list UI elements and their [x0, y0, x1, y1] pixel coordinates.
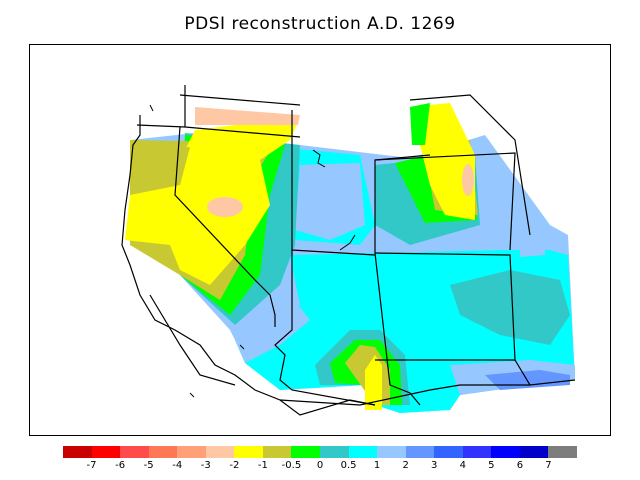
map-frame: [29, 44, 611, 436]
legend-tick-label: 1: [373, 460, 381, 471]
legend-tick-label: -4: [172, 460, 183, 471]
legend-swatch: [491, 446, 521, 458]
region-peach-ne: [462, 164, 474, 196]
color-legend: [63, 446, 578, 458]
legend-swatch: [462, 446, 492, 458]
pdsi-contour-fill: [125, 103, 575, 413]
region-peach-west: [195, 107, 300, 125]
coastline: [121, 115, 376, 416]
nevada-border: [174, 126, 276, 327]
legend-swatch: [91, 446, 121, 458]
legend-tick-label: -0.5: [281, 460, 302, 471]
region-lightblue-center: [295, 163, 365, 240]
legend-swatch: [434, 446, 464, 458]
canada-border: [179, 94, 301, 106]
island-1: [149, 104, 154, 112]
legend-tick-label: 0.5: [340, 460, 357, 471]
region-teal-east: [450, 270, 570, 345]
mexico-border: [279, 384, 530, 406]
legend-swatch: [291, 446, 321, 458]
legend-swatch: [63, 446, 93, 458]
region-olive-oregon: [130, 147, 190, 195]
legend-tick-label: 7: [545, 460, 552, 471]
arizona-border: [274, 250, 376, 406]
legend-tick-label: 2: [402, 460, 409, 471]
region-lightblue-sw: [235, 295, 310, 363]
lakes: [149, 104, 356, 398]
lake-powell: [339, 234, 356, 251]
legend-swatch: [548, 446, 578, 458]
legend-tick-label: 5: [488, 460, 495, 471]
legend-swatch: [148, 446, 178, 458]
new-mexico-border: [374, 252, 421, 406]
legend-swatch: [120, 446, 150, 458]
legend-tick-label: -2: [229, 460, 240, 471]
baja-coast: [149, 294, 236, 386]
legend-tick-label: 0: [316, 460, 324, 471]
legend-swatch: [234, 446, 264, 458]
legend-tick-label: 6: [516, 460, 524, 471]
colorado-border: [374, 252, 516, 361]
legend-tick-label: 4: [459, 460, 466, 471]
region-peach-nevada: [207, 197, 243, 217]
map-title: PDSI reconstruction A.D. 1269: [184, 14, 456, 34]
legend-tick-label: -7: [86, 460, 97, 471]
legend-tick-label: -1: [257, 460, 268, 471]
legend-swatch: [262, 446, 292, 458]
legend-swatch: [320, 446, 350, 458]
legend-swatch: [177, 446, 207, 458]
region-blue-east-strip: [520, 237, 545, 257]
legend-swatch: [405, 446, 435, 458]
montana-border: [409, 94, 531, 236]
state-boundaries: [121, 85, 576, 416]
legend-tick-label: -6: [115, 460, 126, 471]
legend-tick-label: 3: [431, 460, 438, 471]
island-2: [189, 392, 195, 398]
wyoming-border: [374, 152, 516, 251]
legend-tick-label: -5: [143, 460, 154, 471]
region-yellow-south: [365, 355, 382, 410]
pdsi-map: [121, 85, 576, 416]
legend-swatch: [377, 446, 407, 458]
legend-tick-label: -3: [200, 460, 211, 471]
legend-swatch: [348, 446, 378, 458]
great-salt-lake: [312, 149, 326, 168]
legend-swatch: [205, 446, 235, 458]
island-3: [239, 344, 245, 350]
legend-swatch: [519, 446, 549, 458]
region-green-montana: [410, 103, 430, 145]
